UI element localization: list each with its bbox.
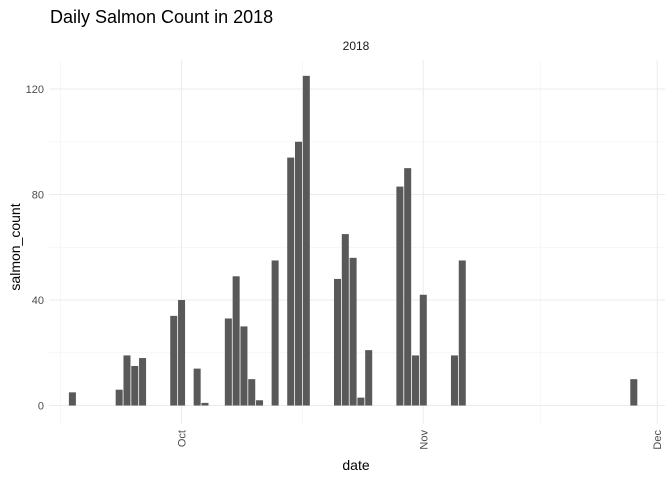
y-tick-label: 0 [38, 401, 44, 413]
bar [357, 397, 365, 406]
y-axis-ticks: 0 40 80 120 [26, 84, 44, 413]
bar [224, 318, 232, 406]
bar [240, 326, 248, 406]
bars [68, 75, 638, 406]
bar [193, 368, 201, 406]
x-tick-label: Nov [418, 430, 430, 450]
facet-label: 2018 [343, 39, 370, 53]
y-tick-label: 120 [26, 84, 44, 96]
y-axis-title: salmon_count [7, 203, 23, 290]
bar [248, 379, 256, 406]
bar [68, 392, 76, 406]
bar [630, 379, 638, 406]
bar [302, 75, 310, 406]
bar [333, 278, 342, 406]
x-tick-label: Oct [177, 430, 189, 447]
x-tick-label: Dec [652, 430, 664, 450]
y-tick-label: 40 [32, 295, 44, 307]
bar [458, 260, 466, 406]
bar [295, 141, 303, 406]
bar [232, 276, 240, 406]
grid [49, 60, 665, 424]
bar [139, 358, 147, 406]
bar [404, 168, 412, 406]
bar [419, 294, 427, 406]
bar [131, 365, 139, 406]
bar [256, 400, 264, 406]
bar [450, 355, 458, 406]
bar [411, 355, 419, 406]
bar [271, 260, 279, 406]
bar [201, 402, 209, 406]
bar [287, 157, 295, 406]
bar [123, 355, 131, 406]
bar [178, 300, 186, 406]
chart-title: Daily Salmon Count in 2018 [50, 7, 273, 27]
bar [115, 389, 123, 406]
bar [349, 257, 357, 406]
x-axis-ticks: Oct Nov Dec [177, 430, 665, 450]
bar [170, 315, 178, 406]
y-tick-label: 80 [32, 190, 44, 202]
x-axis-title: date [342, 457, 369, 473]
bar [341, 234, 349, 406]
bar [396, 186, 404, 406]
bar [365, 350, 373, 406]
